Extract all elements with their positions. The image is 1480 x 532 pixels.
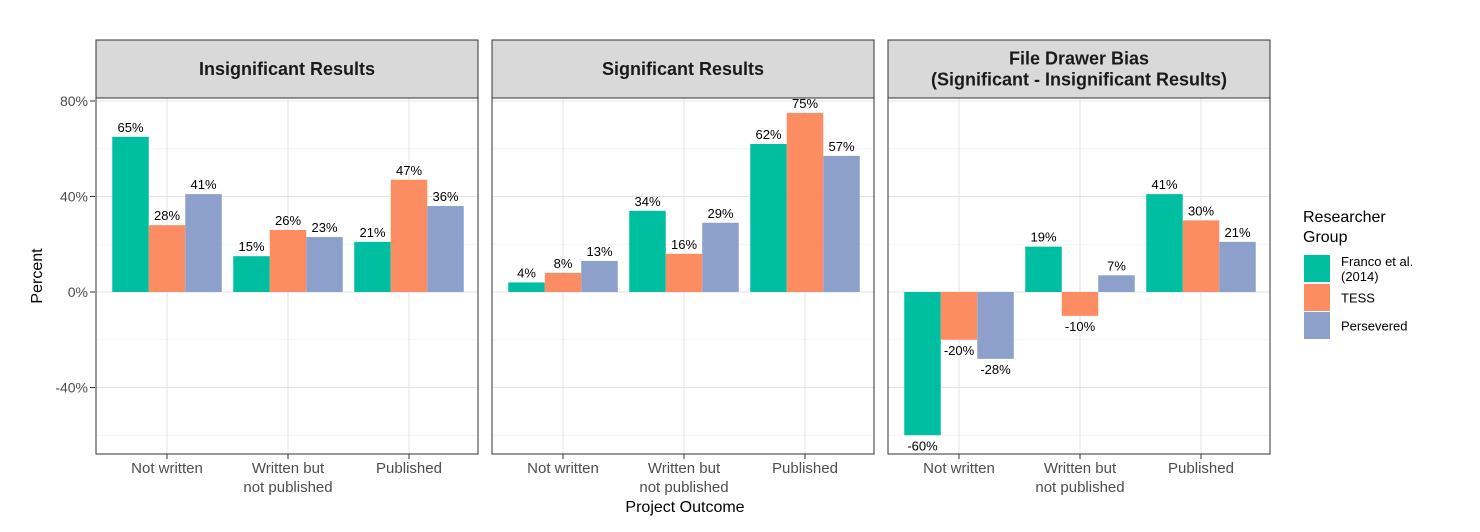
bar xyxy=(977,292,1014,359)
bar xyxy=(629,210,666,292)
facet-strip xyxy=(491,39,875,99)
y-tick-label: -40% xyxy=(55,380,88,396)
x-axis-title: Project Outcome xyxy=(625,499,744,516)
panel-2: Significant Results 4% 34% 62% 8% 16% 75% 13% 29… xyxy=(491,39,875,496)
bar-value-label: 26% xyxy=(275,213,301,228)
legend-label: Franco et al. xyxy=(1341,254,1413,269)
bar-value-label: 36% xyxy=(432,189,458,204)
bar-value-label: 8% xyxy=(554,256,573,271)
facet-title: (Significant - Insignificant Results) xyxy=(931,70,1227,90)
legend-title: Group xyxy=(1303,229,1348,246)
bar-value-label: -20% xyxy=(944,343,975,358)
x-tick-label: not published xyxy=(639,479,728,496)
bar xyxy=(1146,194,1183,292)
bar-value-label: 21% xyxy=(359,225,385,240)
legend-key xyxy=(1304,284,1330,311)
bar xyxy=(702,222,739,292)
facet-strip xyxy=(95,39,479,99)
bar-value-label: 7% xyxy=(1107,258,1126,273)
bar xyxy=(1061,292,1099,316)
x-tick-label: Published xyxy=(376,460,442,477)
bar xyxy=(1025,246,1062,292)
x-tick-label: Written but xyxy=(252,460,325,477)
bar xyxy=(581,260,618,292)
facet-strip xyxy=(887,39,1271,99)
legend-label: (2014) xyxy=(1341,269,1379,284)
x-tick-label: Written but xyxy=(648,460,721,477)
bar xyxy=(786,112,824,292)
bar-value-label: 13% xyxy=(586,244,612,259)
x-tick-label: Not written xyxy=(131,460,203,477)
bar-value-label: 29% xyxy=(707,206,733,221)
bar xyxy=(940,292,978,340)
y-tick-label: 80% xyxy=(60,93,88,109)
facet-title: File Drawer Bias xyxy=(1009,49,1149,69)
facet-title: Significant Results xyxy=(602,59,764,79)
legend-key xyxy=(1304,255,1330,282)
facet-title: Insignificant Results xyxy=(199,59,375,79)
y-axis-title: Percent xyxy=(29,248,46,304)
bar-value-label: 41% xyxy=(190,177,216,192)
bar-value-label: 47% xyxy=(396,163,422,178)
legend-key xyxy=(1304,312,1330,339)
bar-value-label: 16% xyxy=(671,237,697,252)
bar xyxy=(1219,241,1256,292)
bar-value-label: 62% xyxy=(755,127,781,142)
panel-border xyxy=(491,97,875,455)
bar-value-label: -60% xyxy=(907,438,938,453)
bar xyxy=(427,206,464,292)
panel-3: File Drawer Bias(Significant - Insignifi… xyxy=(887,39,1271,496)
bar xyxy=(269,229,307,292)
panel-border xyxy=(887,97,1271,455)
bar xyxy=(233,256,270,292)
y-tick-label: 0% xyxy=(68,284,88,300)
bar-value-label: 34% xyxy=(634,194,660,209)
bar-value-label: 21% xyxy=(1224,225,1250,240)
x-tick-label: Not written xyxy=(527,460,599,477)
bar xyxy=(1182,220,1220,292)
x-tick-label: Not written xyxy=(923,460,995,477)
bar xyxy=(390,179,428,292)
bar xyxy=(904,292,941,436)
bar xyxy=(185,194,222,292)
bar-value-label: 23% xyxy=(311,220,337,235)
legend-title: Researcher xyxy=(1303,209,1386,226)
x-tick-label: not published xyxy=(1035,479,1124,496)
legend-label: TESS xyxy=(1341,291,1375,306)
bar xyxy=(823,155,860,292)
bar-value-label: 65% xyxy=(117,120,143,135)
bar xyxy=(750,143,787,292)
panel-1: Insignificant Results 65% 15% 21% 28% 26% 47% 4… xyxy=(95,39,479,496)
legend: Researcher Group Franco et al.(2014) TESS Pe… xyxy=(1303,209,1413,339)
bar-value-label: 75% xyxy=(792,96,818,111)
bar-value-label: 57% xyxy=(828,139,854,154)
x-tick-label: Written but xyxy=(1044,460,1117,477)
bar-value-label: 4% xyxy=(517,265,536,280)
y-tick-label: 40% xyxy=(60,189,88,205)
bar-value-label: 15% xyxy=(238,239,264,254)
bar-value-label: 28% xyxy=(154,208,180,223)
bar-value-label: -28% xyxy=(980,362,1011,377)
legend-label: Persevered xyxy=(1341,319,1407,334)
x-tick-label: Published xyxy=(1168,460,1234,477)
bar-value-label: 30% xyxy=(1188,203,1214,218)
bar xyxy=(1098,275,1135,292)
panel-border xyxy=(95,97,479,455)
bar xyxy=(544,272,582,292)
bar xyxy=(508,282,545,292)
bar xyxy=(306,237,343,292)
bar-value-label: -10% xyxy=(1065,319,1096,334)
bar xyxy=(354,241,391,292)
bar-value-label: 41% xyxy=(1151,177,1177,192)
bar-value-label: 19% xyxy=(1030,230,1056,245)
x-tick-label: not published xyxy=(243,479,332,496)
x-tick-label: Published xyxy=(772,460,838,477)
bar xyxy=(665,253,703,292)
bar xyxy=(112,136,149,292)
bar xyxy=(148,225,186,292)
